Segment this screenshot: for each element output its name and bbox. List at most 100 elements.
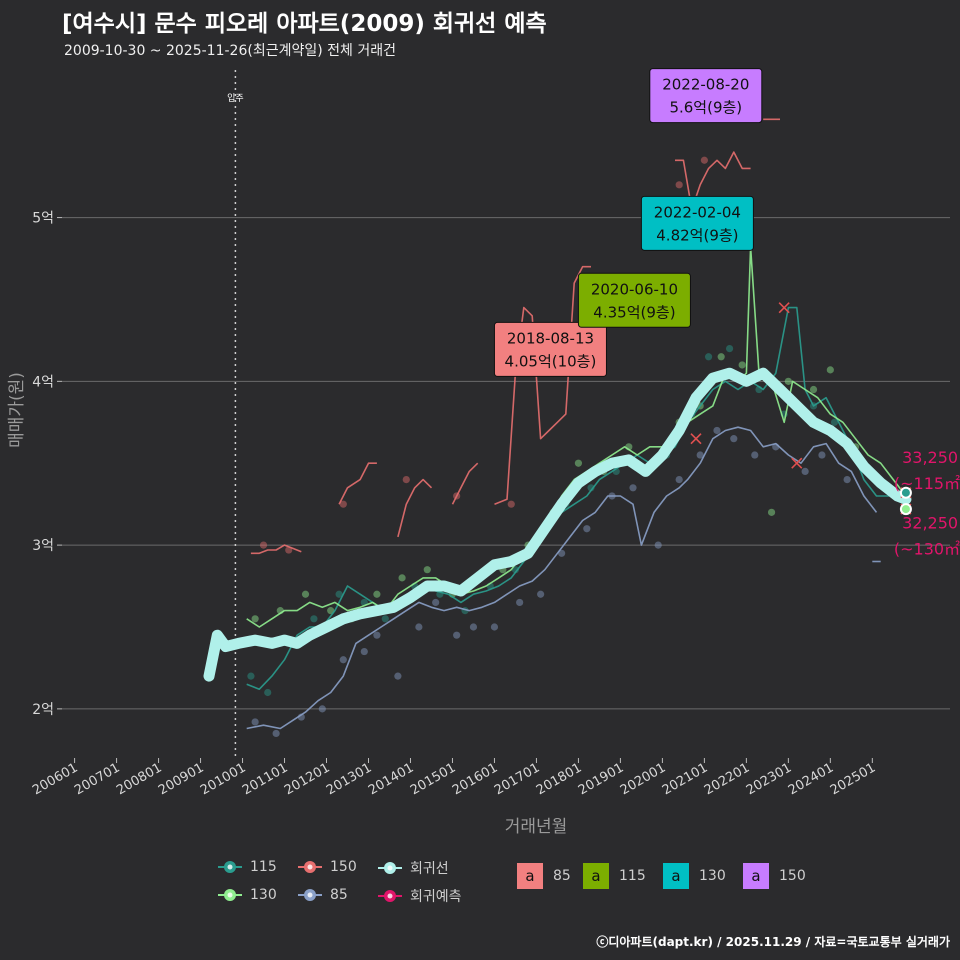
label-swatch: a <box>517 863 543 889</box>
prediction-label-price: 33,250 <box>902 448 958 467</box>
circle-line-icon <box>218 889 242 901</box>
x-tick-label: 200701 <box>72 760 122 798</box>
prediction-label-price: 32,250 <box>902 514 958 533</box>
x-tick-label: 200601 <box>30 760 80 798</box>
prediction-label-area: (~130㎡) <box>894 540 960 559</box>
scatter-point <box>373 631 381 639</box>
scatter-point <box>784 377 792 385</box>
legend-label: 150 <box>330 859 357 875</box>
annotation-value: 4.05억(10층) <box>505 352 597 370</box>
series-line-130 <box>246 246 907 628</box>
annotation-date: 2018-08-13 <box>507 329 594 347</box>
regression-line <box>203 367 912 682</box>
scatter-point <box>272 729 280 738</box>
scatter-point <box>381 615 389 623</box>
scatter-point <box>259 541 268 549</box>
scatter-point <box>251 615 259 623</box>
scatter-point <box>587 484 595 492</box>
legend-label: 130 <box>250 887 277 903</box>
scatter-point <box>360 647 368 656</box>
prediction-mark-stroke <box>778 302 790 314</box>
x-tick-label: 201301 <box>324 760 374 798</box>
prediction-mark <box>690 433 702 445</box>
series-line-115 <box>246 306 890 691</box>
scatter-point <box>826 366 834 374</box>
annotation-date: 2020-06-10 <box>591 280 678 298</box>
x-tick-label: 201501 <box>408 760 458 798</box>
annotation-value: 5.6억(9층) <box>669 99 742 117</box>
legend-label: 85 <box>553 868 571 884</box>
y-tick-label: 3억 <box>32 538 54 554</box>
circle-line-icon <box>298 861 322 873</box>
legend-label: 150 <box>779 868 806 884</box>
legend-label: 회귀예측 <box>410 889 462 905</box>
x-tick-label: 201701 <box>492 760 542 798</box>
scatter-point <box>801 467 809 476</box>
legend-item-130: 130 <box>218 886 277 904</box>
scatter-point <box>373 590 381 598</box>
scatter-point <box>490 623 499 631</box>
scatter-point <box>574 459 583 467</box>
legend-label: 115 <box>250 859 277 875</box>
x-tick-label: 201601 <box>450 760 500 798</box>
circle-line-icon <box>378 890 402 902</box>
scatter-point <box>696 451 704 459</box>
scatter-point <box>843 476 851 484</box>
scatter-point <box>251 718 259 726</box>
scatter-point <box>415 623 423 631</box>
legend-item-150: 150 <box>298 858 357 876</box>
series-line-150c <box>397 478 433 538</box>
scatter-point <box>713 426 721 435</box>
circle-line-icon <box>218 861 242 873</box>
series-line-150f <box>675 151 751 211</box>
legend-item-회귀예측: 회귀예측 <box>378 886 462 906</box>
x-tick-label: 202101 <box>660 760 710 798</box>
annotation-value: 4.35억(9층) <box>593 303 675 321</box>
annotation-date: 2022-08-20 <box>662 76 749 94</box>
scatter-point <box>654 541 662 549</box>
series-line-150d <box>451 462 479 505</box>
scatter-point <box>818 451 826 459</box>
circle-line-icon <box>378 862 402 874</box>
x-tick-label: 202201 <box>702 760 752 798</box>
x-tick-label: 202401 <box>786 760 836 798</box>
annotation-box: 2022-02-04 4.82억(9층) <box>640 195 754 251</box>
legend-label: 130 <box>699 868 726 884</box>
legend-label: 85 <box>330 887 348 903</box>
x-tick-label: 201801 <box>534 760 584 798</box>
scatter-point <box>453 631 461 639</box>
circle-line-icon <box>298 889 322 901</box>
scatter-point <box>301 590 310 598</box>
legend-label-item-150: a 150 <box>743 863 806 889</box>
prediction-mark <box>791 457 803 469</box>
scatter-point <box>717 353 725 361</box>
scatter-point <box>537 590 545 598</box>
x-tick-label: 202501 <box>828 760 878 798</box>
credit-text: ⓒ디아파트(dapt.kr) / 2025.11.29 / 자료=국토교통부 실… <box>596 935 950 949</box>
scatter-point <box>469 623 478 631</box>
label-swatch: a <box>583 863 609 889</box>
move-in-label: 입주 <box>227 92 244 104</box>
x-tick-label: 202301 <box>744 760 794 798</box>
x-tick-label: 200901 <box>156 760 206 798</box>
prediction-mark-stroke <box>791 457 803 469</box>
series-line-150a <box>250 544 302 555</box>
scatter-point <box>339 500 347 508</box>
x-tick-label: 201901 <box>576 760 626 798</box>
scatter-point <box>423 566 431 574</box>
x-tick-label: 202001 <box>618 760 668 798</box>
legend-label: 115 <box>619 868 646 884</box>
legend-label-item-130: a 130 <box>663 863 726 889</box>
scatter-point <box>247 672 255 680</box>
annotation-bg <box>577 272 691 328</box>
scatter-point <box>318 705 326 713</box>
scatter-point <box>738 361 746 369</box>
scatter-point <box>830 418 839 426</box>
annotation-bg <box>493 321 607 377</box>
y-tick-label: 5억 <box>32 211 54 227</box>
scatter-point <box>751 451 759 459</box>
prediction-mark <box>778 302 790 314</box>
scatter-point <box>402 476 410 484</box>
scatter-point <box>767 508 776 516</box>
scatter-point <box>432 598 440 607</box>
